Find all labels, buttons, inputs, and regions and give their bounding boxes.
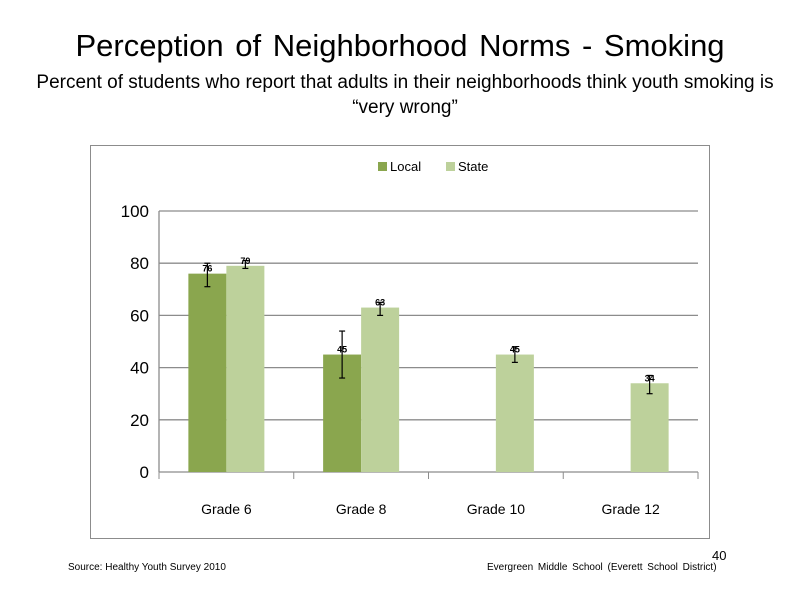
source-note: Source: Healthy Youth Survey 2010 [68, 562, 226, 573]
legend-swatch-local [378, 162, 387, 171]
y-tick-label-20: 20 [130, 411, 149, 430]
legend-label-local: Local [390, 159, 421, 174]
y-tick-label-100: 100 [121, 202, 149, 221]
data-label-state-2: 45 [510, 345, 520, 355]
school-name: Evergreen Middle School (Everett School … [487, 562, 717, 573]
data-label-state-0: 79 [240, 256, 250, 266]
legend-swatch-state [446, 162, 455, 171]
y-tick-label-60: 60 [130, 306, 149, 325]
slide-number: 40 [712, 548, 727, 563]
data-label-local-0: 76 [202, 264, 212, 274]
y-tick-label-0: 0 [140, 463, 149, 482]
bar-state-3 [630, 383, 669, 472]
x-tick-label-3: Grade 12 [601, 501, 660, 517]
y-tick-label-80: 80 [130, 254, 149, 273]
chart-frame: 0 20 40 60 80 100 Grade 6 76 79 Grade 8 45 63 Grade … [90, 145, 710, 539]
x-tick-label-2: Grade 10 [467, 501, 526, 517]
bar-local-0 [188, 273, 227, 472]
data-label-local-1: 45 [337, 345, 347, 355]
data-label-state-1: 63 [375, 298, 385, 308]
bar-state-2 [495, 354, 534, 472]
bar-chart: 0 20 40 60 80 100 Grade 6 76 79 Grade 8 45 63 Grade … [121, 159, 699, 517]
data-label-state-3: 34 [645, 373, 655, 383]
x-tick-label-0: Grade 6 [201, 501, 252, 517]
bar-state-1 [361, 307, 400, 472]
y-tick-label-40: 40 [130, 359, 149, 378]
slide-title: Perception of Neighborhood Norms - Smoki… [75, 28, 725, 63]
legend-label-state: State [458, 159, 488, 174]
slide-subtitle: Percent of students who report that adul… [36, 72, 774, 118]
x-tick-label-1: Grade 8 [336, 501, 387, 517]
bar-state-0 [226, 265, 265, 472]
